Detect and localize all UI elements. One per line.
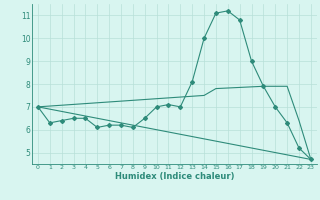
X-axis label: Humidex (Indice chaleur): Humidex (Indice chaleur): [115, 172, 234, 181]
